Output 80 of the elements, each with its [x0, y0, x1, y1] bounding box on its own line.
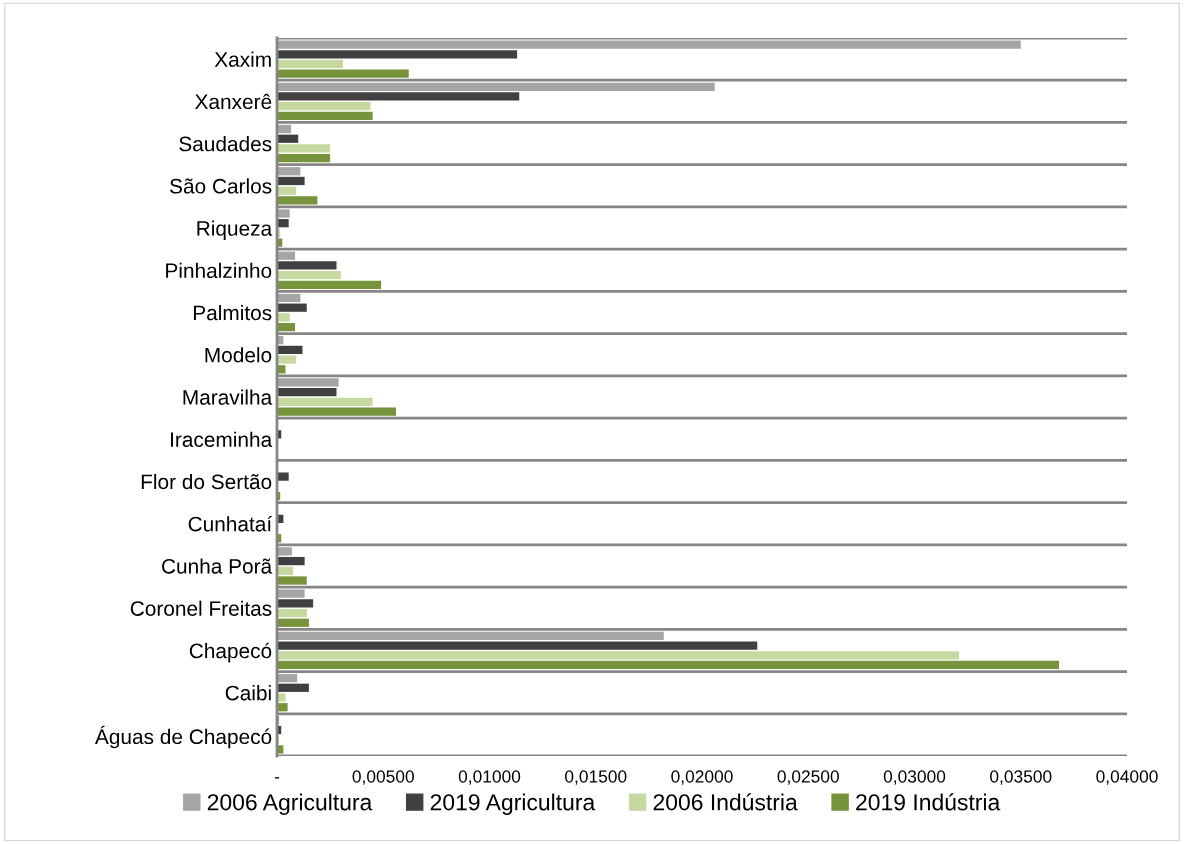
bar	[277, 660, 1059, 670]
x-tick-label: 0,01500	[565, 770, 627, 785]
bar	[277, 209, 290, 218]
x-tick-label: 0,02000	[671, 770, 733, 785]
y-tick-label: Águas de Chapecó	[94, 725, 272, 749]
bar	[277, 196, 318, 205]
bar	[277, 111, 373, 121]
bar	[277, 40, 1021, 49]
bar	[277, 59, 343, 69]
bar	[277, 407, 396, 416]
bar	[277, 703, 288, 712]
y-tick-label: Xanxerê	[195, 93, 272, 110]
bar	[277, 280, 382, 289]
x-tick-label: 0,04000	[1096, 770, 1158, 785]
bar	[277, 547, 292, 556]
y-tick-label: Coronel Freitas	[130, 600, 272, 616]
x-tick-label: 0,01000	[458, 770, 521, 785]
bar	[277, 271, 341, 280]
bar	[277, 186, 297, 195]
bar	[277, 322, 296, 332]
bar	[277, 618, 309, 627]
bar	[277, 608, 307, 618]
bar	[277, 397, 373, 406]
bar	[277, 388, 337, 397]
bar	[277, 313, 290, 322]
bar	[277, 92, 520, 101]
bar	[277, 631, 664, 640]
bar	[277, 378, 339, 387]
y-tick-label: Xaxim	[214, 51, 271, 67]
bar	[277, 693, 286, 702]
legend-label: 2006 Indústria	[653, 793, 798, 811]
y-tick-label: Palmitos	[193, 304, 272, 321]
bar	[277, 355, 297, 364]
x-tick-label: 0,02500	[777, 770, 839, 785]
bar	[277, 144, 331, 153]
x-tick-label: 0,03500	[990, 770, 1052, 785]
bar	[277, 365, 286, 374]
bar	[277, 566, 293, 575]
bar	[277, 69, 409, 78]
bar	[277, 219, 289, 228]
y-tick-label: Flor do Sertão	[141, 473, 272, 490]
bar	[277, 589, 305, 598]
bar	[277, 261, 337, 270]
x-tick-label: 0,00500	[352, 770, 414, 785]
x-tick-label: -	[274, 777, 280, 779]
y-tick-label: Iraceminha	[171, 431, 273, 447]
legend-label: 2019 Indústria	[856, 793, 1001, 811]
bar	[277, 50, 518, 59]
bar	[277, 599, 314, 608]
bar	[277, 293, 301, 303]
y-tick-label: Cunha Porã	[162, 558, 273, 574]
bar	[277, 576, 307, 585]
bar	[277, 251, 296, 260]
bar	[277, 176, 305, 186]
bar	[277, 167, 301, 176]
bar	[277, 683, 309, 692]
bar	[277, 82, 715, 91]
bar	[277, 641, 758, 650]
bar	[277, 154, 331, 163]
y-tick-label: Maravilha	[183, 389, 273, 405]
y-tick-label: Modelo	[205, 347, 272, 363]
bar	[277, 124, 292, 134]
bar	[277, 303, 307, 312]
bar	[277, 673, 298, 683]
bar	[277, 651, 960, 660]
legend-label: 2006 Agricultura	[207, 793, 373, 815]
y-tick-label: Pinhalzinho	[166, 262, 272, 279]
y-tick-label: Riqueza	[197, 220, 273, 240]
legend-label: 2019 Agricultura	[430, 793, 596, 815]
bar	[277, 556, 305, 566]
bar	[277, 134, 299, 143]
bar	[277, 472, 289, 481]
bar	[277, 102, 371, 111]
bar	[277, 345, 303, 355]
y-tick-label: Chapecó	[189, 642, 272, 663]
x-tick-label: 0,03000	[883, 770, 946, 785]
y-tick-label: São Carlos	[170, 178, 272, 194]
y-tick-label: Caibi	[225, 685, 271, 701]
y-tick-label: Saudades	[179, 136, 272, 152]
y-tick-label: Cunhataí	[188, 515, 273, 532]
